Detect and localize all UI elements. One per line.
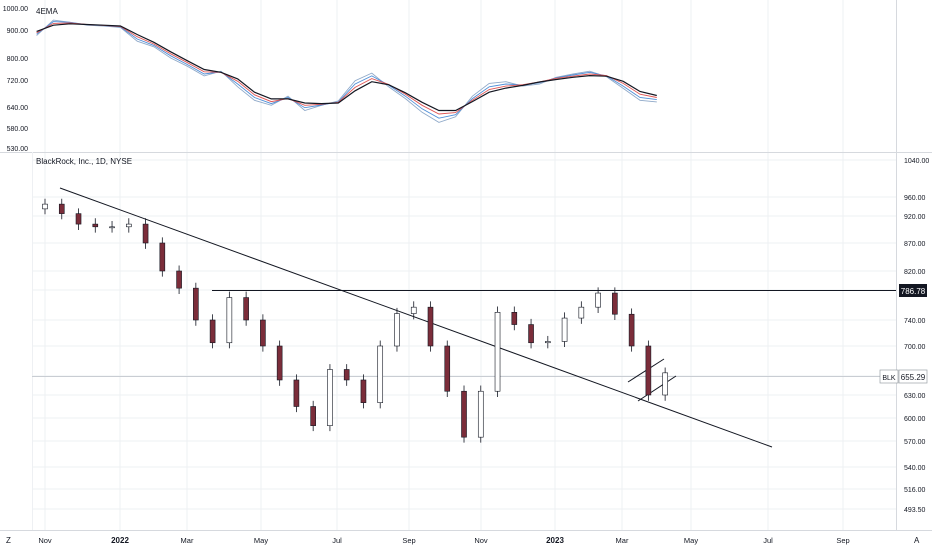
candle-down — [244, 298, 249, 320]
time-axis-label: Jul — [763, 536, 773, 545]
candle-up — [495, 312, 500, 391]
main-y-tick-label: 740.00 — [904, 318, 926, 325]
candle-up — [663, 373, 668, 395]
main-y-tick-label: 630.00 — [904, 393, 926, 400]
candle-up — [478, 391, 483, 437]
top-y-tick-label: 580.00 — [7, 126, 29, 133]
candle-up — [545, 341, 550, 342]
candle-down — [361, 380, 366, 403]
candle-down — [344, 369, 349, 379]
main-y-axis: 1040.00 960.00 920.00 870.00 820.00 740.00 700… — [904, 158, 929, 514]
candle-down — [177, 271, 182, 288]
time-axis-label: 2023 — [546, 536, 564, 545]
time-axis-label: May — [254, 536, 268, 545]
candle-down — [612, 293, 617, 314]
candle-up — [596, 293, 601, 307]
ema-lines — [37, 20, 657, 122]
candle-down — [210, 320, 215, 343]
main-y-tick-label: 870.00 — [904, 241, 926, 248]
last-price-value: 655.29 — [901, 373, 926, 382]
ema-line-base — [37, 24, 657, 111]
top-y-tick-label: 900.00 — [7, 28, 29, 35]
candle-down — [93, 224, 98, 227]
candle-down — [193, 288, 198, 320]
candle-up — [43, 204, 48, 209]
top-y-tick-label: 640.00 — [7, 105, 29, 112]
main-y-tick-label: 1040.00 — [904, 158, 929, 165]
candle-down — [646, 346, 651, 395]
time-axis-label: Sep — [402, 536, 415, 545]
candle-up — [579, 307, 584, 318]
main-y-tick-label: 700.00 — [904, 344, 926, 351]
main-y-tick-label: 600.00 — [904, 416, 926, 423]
candle-down — [59, 204, 64, 214]
last-price-tag: BLK 655.29 — [880, 370, 927, 383]
time-axis-label: Nov — [474, 536, 488, 545]
candle-down — [260, 320, 265, 346]
auto-scale-button[interactable]: A — [914, 536, 920, 545]
top-y-tick-label: 800.00 — [7, 56, 29, 63]
main-y-tick-label: 493.50 — [904, 507, 926, 514]
main-y-tick-label: 920.00 — [904, 214, 926, 221]
candle-up — [562, 318, 567, 341]
time-axis-label: May — [684, 536, 698, 545]
candle-up — [126, 224, 131, 227]
main-y-tick-label: 820.00 — [904, 269, 926, 276]
ema-line-medium — [37, 22, 657, 119]
resistance-price-tag-text: 786.78 — [901, 287, 926, 296]
candle-down — [529, 325, 534, 343]
candle-down — [143, 224, 148, 243]
candlesticks — [43, 199, 668, 443]
time-axis-label: 2022 — [111, 536, 129, 545]
top-y-tick-label: 720.00 — [7, 78, 29, 85]
candle-down — [512, 312, 517, 324]
time-axis-label: Sep — [836, 536, 849, 545]
top-y-tick-label: 530.00 — [7, 146, 29, 153]
candle-down — [428, 307, 433, 346]
candle-down — [76, 214, 81, 224]
main-y-tick-label: 570.00 — [904, 439, 926, 446]
candle-down — [277, 346, 282, 380]
symbol-title: BlackRock, Inc., 1D, NYSE — [36, 157, 132, 166]
candle-up — [411, 307, 416, 313]
candle-down — [160, 243, 165, 271]
last-price-symbol: BLK — [882, 375, 896, 382]
candle-down — [629, 314, 634, 346]
indicator-label: 4EMA — [36, 7, 58, 16]
candle-down — [445, 346, 450, 391]
candle-down — [311, 407, 316, 426]
main-y-tick-label: 516.00 — [904, 487, 926, 494]
zoom-reset-button[interactable]: Z — [6, 536, 11, 545]
time-axis-label: Mar — [616, 536, 629, 545]
top-y-axis: 1000.00 900.00 800.00 720.00 640.00 580.00 530… — [3, 6, 28, 153]
candle-down — [462, 391, 467, 437]
time-axis-label: Nov — [38, 536, 52, 545]
candle-up — [227, 298, 232, 343]
candle-up — [110, 227, 115, 228]
time-axis: Nov 2022 Mar May Jul Sep Nov 2023 Mar May Jul Sep — [38, 536, 849, 545]
candle-up — [327, 369, 332, 425]
ema-line-fast — [37, 20, 657, 122]
channel-lower-line — [638, 376, 676, 401]
candle-up — [394, 314, 399, 346]
time-axis-label: Jul — [332, 536, 342, 545]
resistance-price-tag: 786.78 — [899, 284, 927, 297]
candle-down — [294, 380, 299, 407]
main-y-tick-label: 960.00 — [904, 195, 926, 202]
ema-line-slow — [37, 23, 657, 114]
time-axis-label: Mar — [181, 536, 194, 545]
main-y-tick-label: 540.00 — [904, 465, 926, 472]
descending-trendline — [60, 188, 772, 447]
candle-up — [378, 346, 383, 403]
top-y-tick-label: 1000.00 — [3, 6, 28, 13]
